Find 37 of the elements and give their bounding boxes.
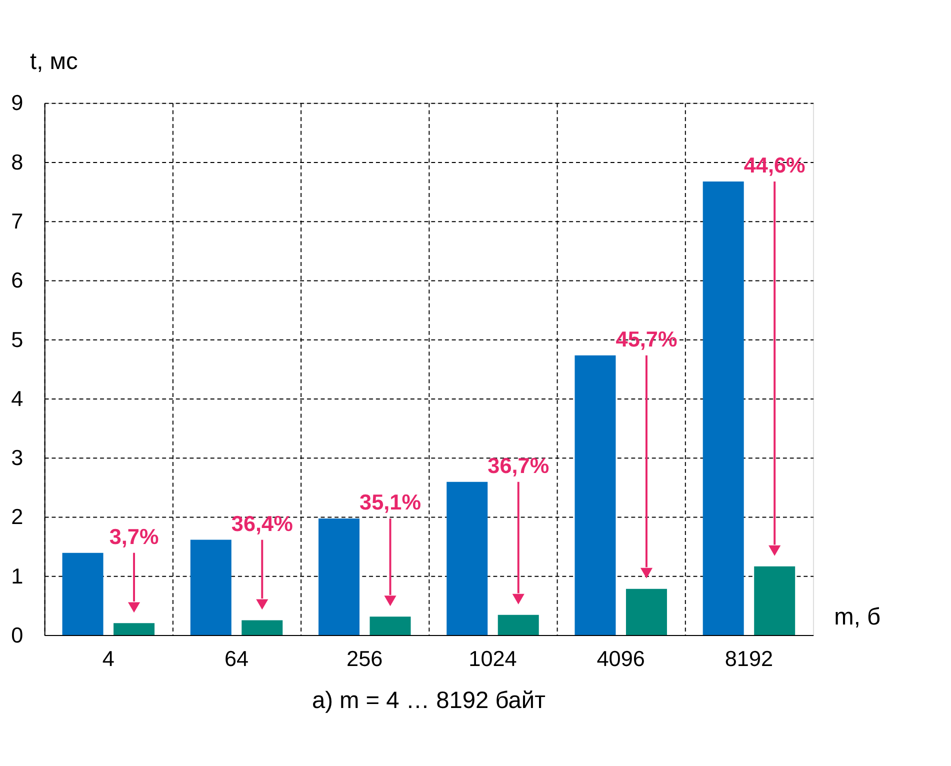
bar xyxy=(114,623,155,636)
y-tick-label: 0 xyxy=(11,622,24,648)
bar xyxy=(702,181,744,636)
bar xyxy=(754,566,796,636)
x-tick-label: 4 xyxy=(102,646,114,672)
y-tick-label: 3 xyxy=(11,445,24,470)
bar xyxy=(62,552,104,636)
y-tick-label: 7 xyxy=(11,208,24,234)
bar xyxy=(370,616,411,636)
y-tick-label: 8 xyxy=(11,149,24,174)
y-axis-title: t, мс xyxy=(30,48,78,75)
x-tick-label: 8192 xyxy=(724,646,774,672)
bar xyxy=(190,540,232,636)
x-axis-title: m, б xyxy=(834,604,881,631)
x-tick-label: 4096 xyxy=(596,646,645,672)
y-tick-label: 2 xyxy=(11,504,24,530)
bar xyxy=(626,588,667,636)
annotation: 44,6% xyxy=(744,152,806,178)
text: а) m = 4 … 8192 байт xyxy=(312,688,546,714)
x-tick-label: 1024 xyxy=(468,646,517,672)
annotation: 36,4% xyxy=(231,510,293,536)
y-tick-label: 4 xyxy=(11,386,24,411)
annotation: 3,7% xyxy=(109,524,159,549)
bar xyxy=(574,355,616,636)
bar xyxy=(498,614,539,636)
x-tick-label: 64 xyxy=(224,646,249,672)
annotation: 36,7% xyxy=(488,452,550,478)
bar xyxy=(446,482,488,636)
bar xyxy=(242,620,283,636)
bar xyxy=(318,518,360,636)
y-tick-label: 9 xyxy=(11,90,24,116)
annotation: 45,7% xyxy=(616,326,678,352)
x-tick-label: 256 xyxy=(346,646,383,672)
y-tick-label: 1 xyxy=(11,563,24,588)
annotation: 35,1% xyxy=(360,490,421,515)
y-tick-label: 6 xyxy=(11,268,24,293)
y-tick-label: 5 xyxy=(11,326,24,352)
